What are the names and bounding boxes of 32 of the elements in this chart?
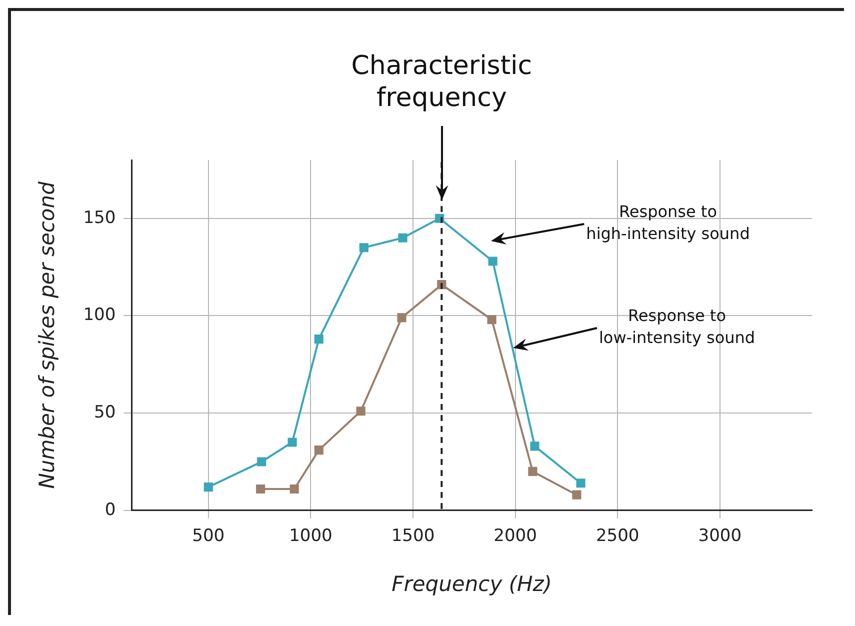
x-tick-label: 500 <box>192 526 225 546</box>
x-tick-label: 2500 <box>596 526 640 546</box>
point <box>288 438 297 447</box>
x-tick-label: 2000 <box>494 526 537 546</box>
point <box>528 466 538 476</box>
ref-line-label: Characteristic frequency <box>351 50 532 113</box>
point <box>530 442 540 451</box>
point <box>576 478 586 488</box>
x-tick-label: 3000 <box>698 526 742 546</box>
point <box>359 243 368 252</box>
point <box>356 406 366 416</box>
point <box>290 484 299 494</box>
point <box>398 233 408 242</box>
point <box>257 457 266 466</box>
point <box>397 313 406 322</box>
point <box>487 315 496 324</box>
point <box>256 484 266 494</box>
x-tick-label: 1000 <box>289 526 332 546</box>
point <box>204 482 213 492</box>
y-tick-label: 150 <box>83 208 116 228</box>
y-axis-title: Number of spikes per second <box>35 180 60 489</box>
y-tick-label: 0 <box>104 500 116 520</box>
point <box>314 446 324 455</box>
y-tick-label: 50 <box>94 402 116 422</box>
annotation: Response to high-intensity sound <box>586 202 750 244</box>
annotation: Response to low-intensity sound <box>598 306 756 348</box>
x-axis-title: Frequency (Hz) <box>392 572 552 596</box>
point <box>488 256 498 266</box>
point <box>572 490 582 500</box>
y-tick-label: 100 <box>83 305 116 326</box>
point <box>314 334 324 344</box>
x-tick-label: 1500 <box>391 526 435 546</box>
